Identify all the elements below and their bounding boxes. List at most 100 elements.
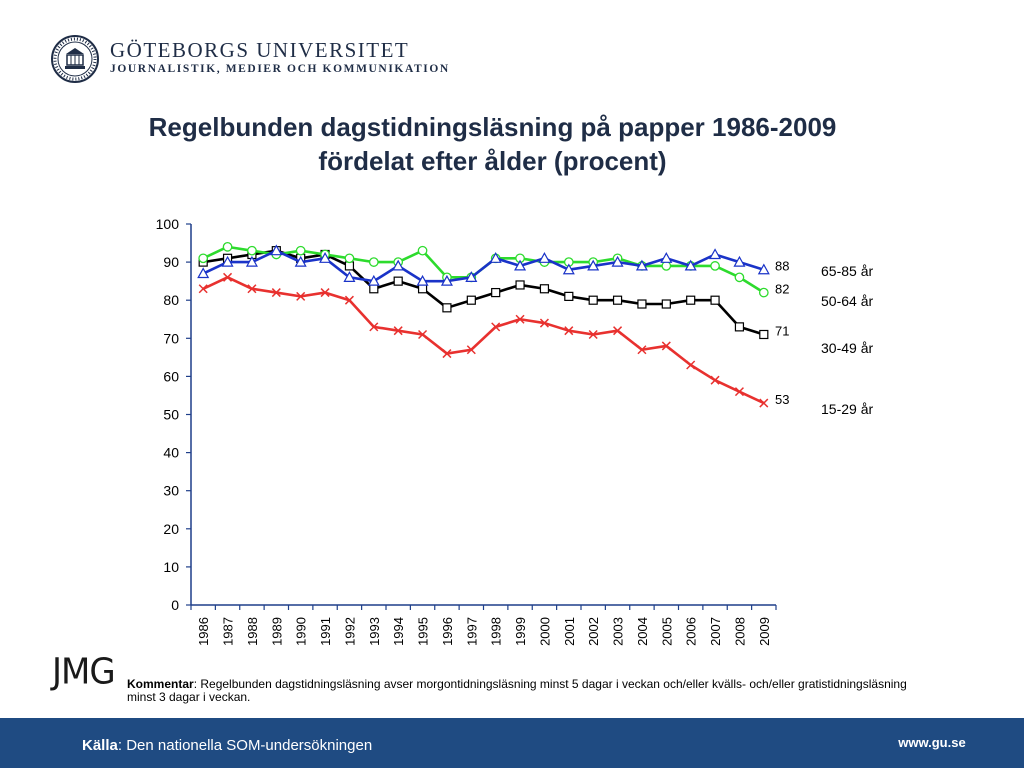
data-point-2 xyxy=(222,242,233,252)
data-point-2 xyxy=(661,261,672,271)
data-point-0 xyxy=(247,284,257,294)
source-text: : Den nationella SOM-undersökningen xyxy=(117,737,373,754)
data-point-0 xyxy=(271,288,281,298)
data-point-0 xyxy=(223,272,233,282)
x-tick-label: 1991 xyxy=(318,617,333,646)
data-point-1 xyxy=(417,284,428,294)
end-value-label: 53 xyxy=(775,392,789,407)
data-point-0 xyxy=(442,349,452,359)
data-point-3 xyxy=(587,259,600,271)
data-point-1 xyxy=(637,299,647,309)
data-point-0 xyxy=(588,329,598,340)
data-point-1 xyxy=(734,322,745,332)
x-tick-label: 1993 xyxy=(367,617,382,646)
data-point-3 xyxy=(611,255,624,267)
data-point-3 xyxy=(562,263,575,275)
data-point-0 xyxy=(418,329,428,340)
data-point-3 xyxy=(660,252,673,263)
x-tick-label: 2008 xyxy=(732,617,747,646)
chart-title-line1: Regelbunden dagstidningsläsning på pappe… xyxy=(148,112,837,142)
data-point-2 xyxy=(368,257,379,267)
header: GÖTEBORGS UNIVERSITET JOURNALISTIK, MEDI… xyxy=(50,30,490,90)
legend-label: 50-64 år xyxy=(821,293,873,309)
data-point-3 xyxy=(489,252,502,263)
data-point-3 xyxy=(221,255,234,267)
source-label: Källa xyxy=(82,737,118,754)
data-point-1 xyxy=(710,295,720,305)
data-point-3 xyxy=(733,255,746,267)
series-line-2 xyxy=(202,245,765,294)
comment: Kommentar: Regelbunden dagstidningsläsni… xyxy=(127,678,927,704)
data-point-0 xyxy=(466,345,476,355)
x-tick-label: 1995 xyxy=(416,617,431,646)
y-tick-label: 90 xyxy=(163,254,179,270)
data-point-1 xyxy=(442,303,452,313)
data-point-3 xyxy=(319,252,332,263)
y-tick-label: 80 xyxy=(163,292,179,308)
data-point-3 xyxy=(635,259,648,271)
data-point-0 xyxy=(613,326,623,336)
y-tick-label: 30 xyxy=(163,483,179,499)
line-chart: 0 10 20 30 40 50 60 70 80 90 100 1986 1987 1988 1989 19… xyxy=(156,216,874,646)
data-point-2 xyxy=(710,261,720,271)
x-tick-label: 2005 xyxy=(659,617,674,646)
data-point-3 xyxy=(343,271,356,282)
chart-title-line2: fördelat efter ålder (procent) xyxy=(318,146,667,176)
x-tick-label: 1992 xyxy=(342,617,357,646)
x-tick-label: 2007 xyxy=(708,617,723,646)
data-point-1 xyxy=(564,291,574,301)
data-point-3 xyxy=(294,255,307,267)
source: Källa: Den nationella SOM-undersökningen xyxy=(82,737,372,754)
legend-label: 65-85 år xyxy=(821,263,873,279)
legend-label: 15-29 år xyxy=(821,401,873,417)
data-point-3 xyxy=(245,255,258,267)
data-point-3 xyxy=(197,267,210,279)
data-point-3 xyxy=(270,244,283,256)
data-point-3 xyxy=(440,274,453,286)
x-tick-label: 2002 xyxy=(586,617,601,646)
data-point-0 xyxy=(686,360,696,370)
data-point-0 xyxy=(296,291,306,301)
data-point-0 xyxy=(637,345,647,355)
x-tick-label: 1996 xyxy=(440,617,455,646)
end-value-label: 71 xyxy=(775,323,789,338)
chart-title: Regelbunden dagstidningsläsning på pappe… xyxy=(100,110,885,178)
data-point-0 xyxy=(344,295,354,305)
y-tick-label: 20 xyxy=(163,521,179,537)
website-link[interactable]: www.gu.se xyxy=(898,735,966,750)
data-point-2 xyxy=(734,272,745,283)
x-tick-label: 1997 xyxy=(464,617,479,646)
x-tick-label: 1999 xyxy=(513,617,528,646)
data-point-3 xyxy=(684,259,697,271)
end-value-label: 82 xyxy=(775,282,789,297)
x-tick-label: 1989 xyxy=(269,617,284,646)
x-tick-label: 1990 xyxy=(294,617,309,646)
y-tick-label: 0 xyxy=(171,597,179,613)
data-point-0 xyxy=(198,284,208,294)
department-name: JOURNALISTIK, MEDIER OCH KOMMUNIKATION xyxy=(110,63,450,75)
data-point-1 xyxy=(588,295,598,305)
data-point-2 xyxy=(417,245,428,256)
x-tick-label: 2006 xyxy=(684,617,699,646)
y-tick-label: 50 xyxy=(163,407,179,423)
data-point-1 xyxy=(612,295,623,305)
comment-text: : Regelbunden dagstidningsläsning avser … xyxy=(127,677,907,704)
data-point-0 xyxy=(564,326,574,336)
legend-label: 30-49 år xyxy=(821,340,873,356)
data-point-2 xyxy=(344,253,355,264)
data-point-2 xyxy=(758,287,769,298)
data-point-2 xyxy=(247,245,257,256)
data-point-3 xyxy=(367,274,380,286)
data-point-1 xyxy=(686,295,696,305)
footer: Källa: Den nationella SOM-undersökningen… xyxy=(0,718,1024,768)
data-point-0 xyxy=(393,326,403,336)
x-tick-label: 2001 xyxy=(562,617,577,646)
x-tick-label: 1986 xyxy=(196,617,211,646)
end-value-label: 88 xyxy=(775,259,789,274)
x-tick-label: 2003 xyxy=(611,617,626,646)
data-point-1 xyxy=(491,287,501,298)
x-tick-label: 1998 xyxy=(489,617,504,646)
data-point-1 xyxy=(393,276,403,286)
data-point-0 xyxy=(320,288,330,298)
data-point-3 xyxy=(709,248,722,260)
